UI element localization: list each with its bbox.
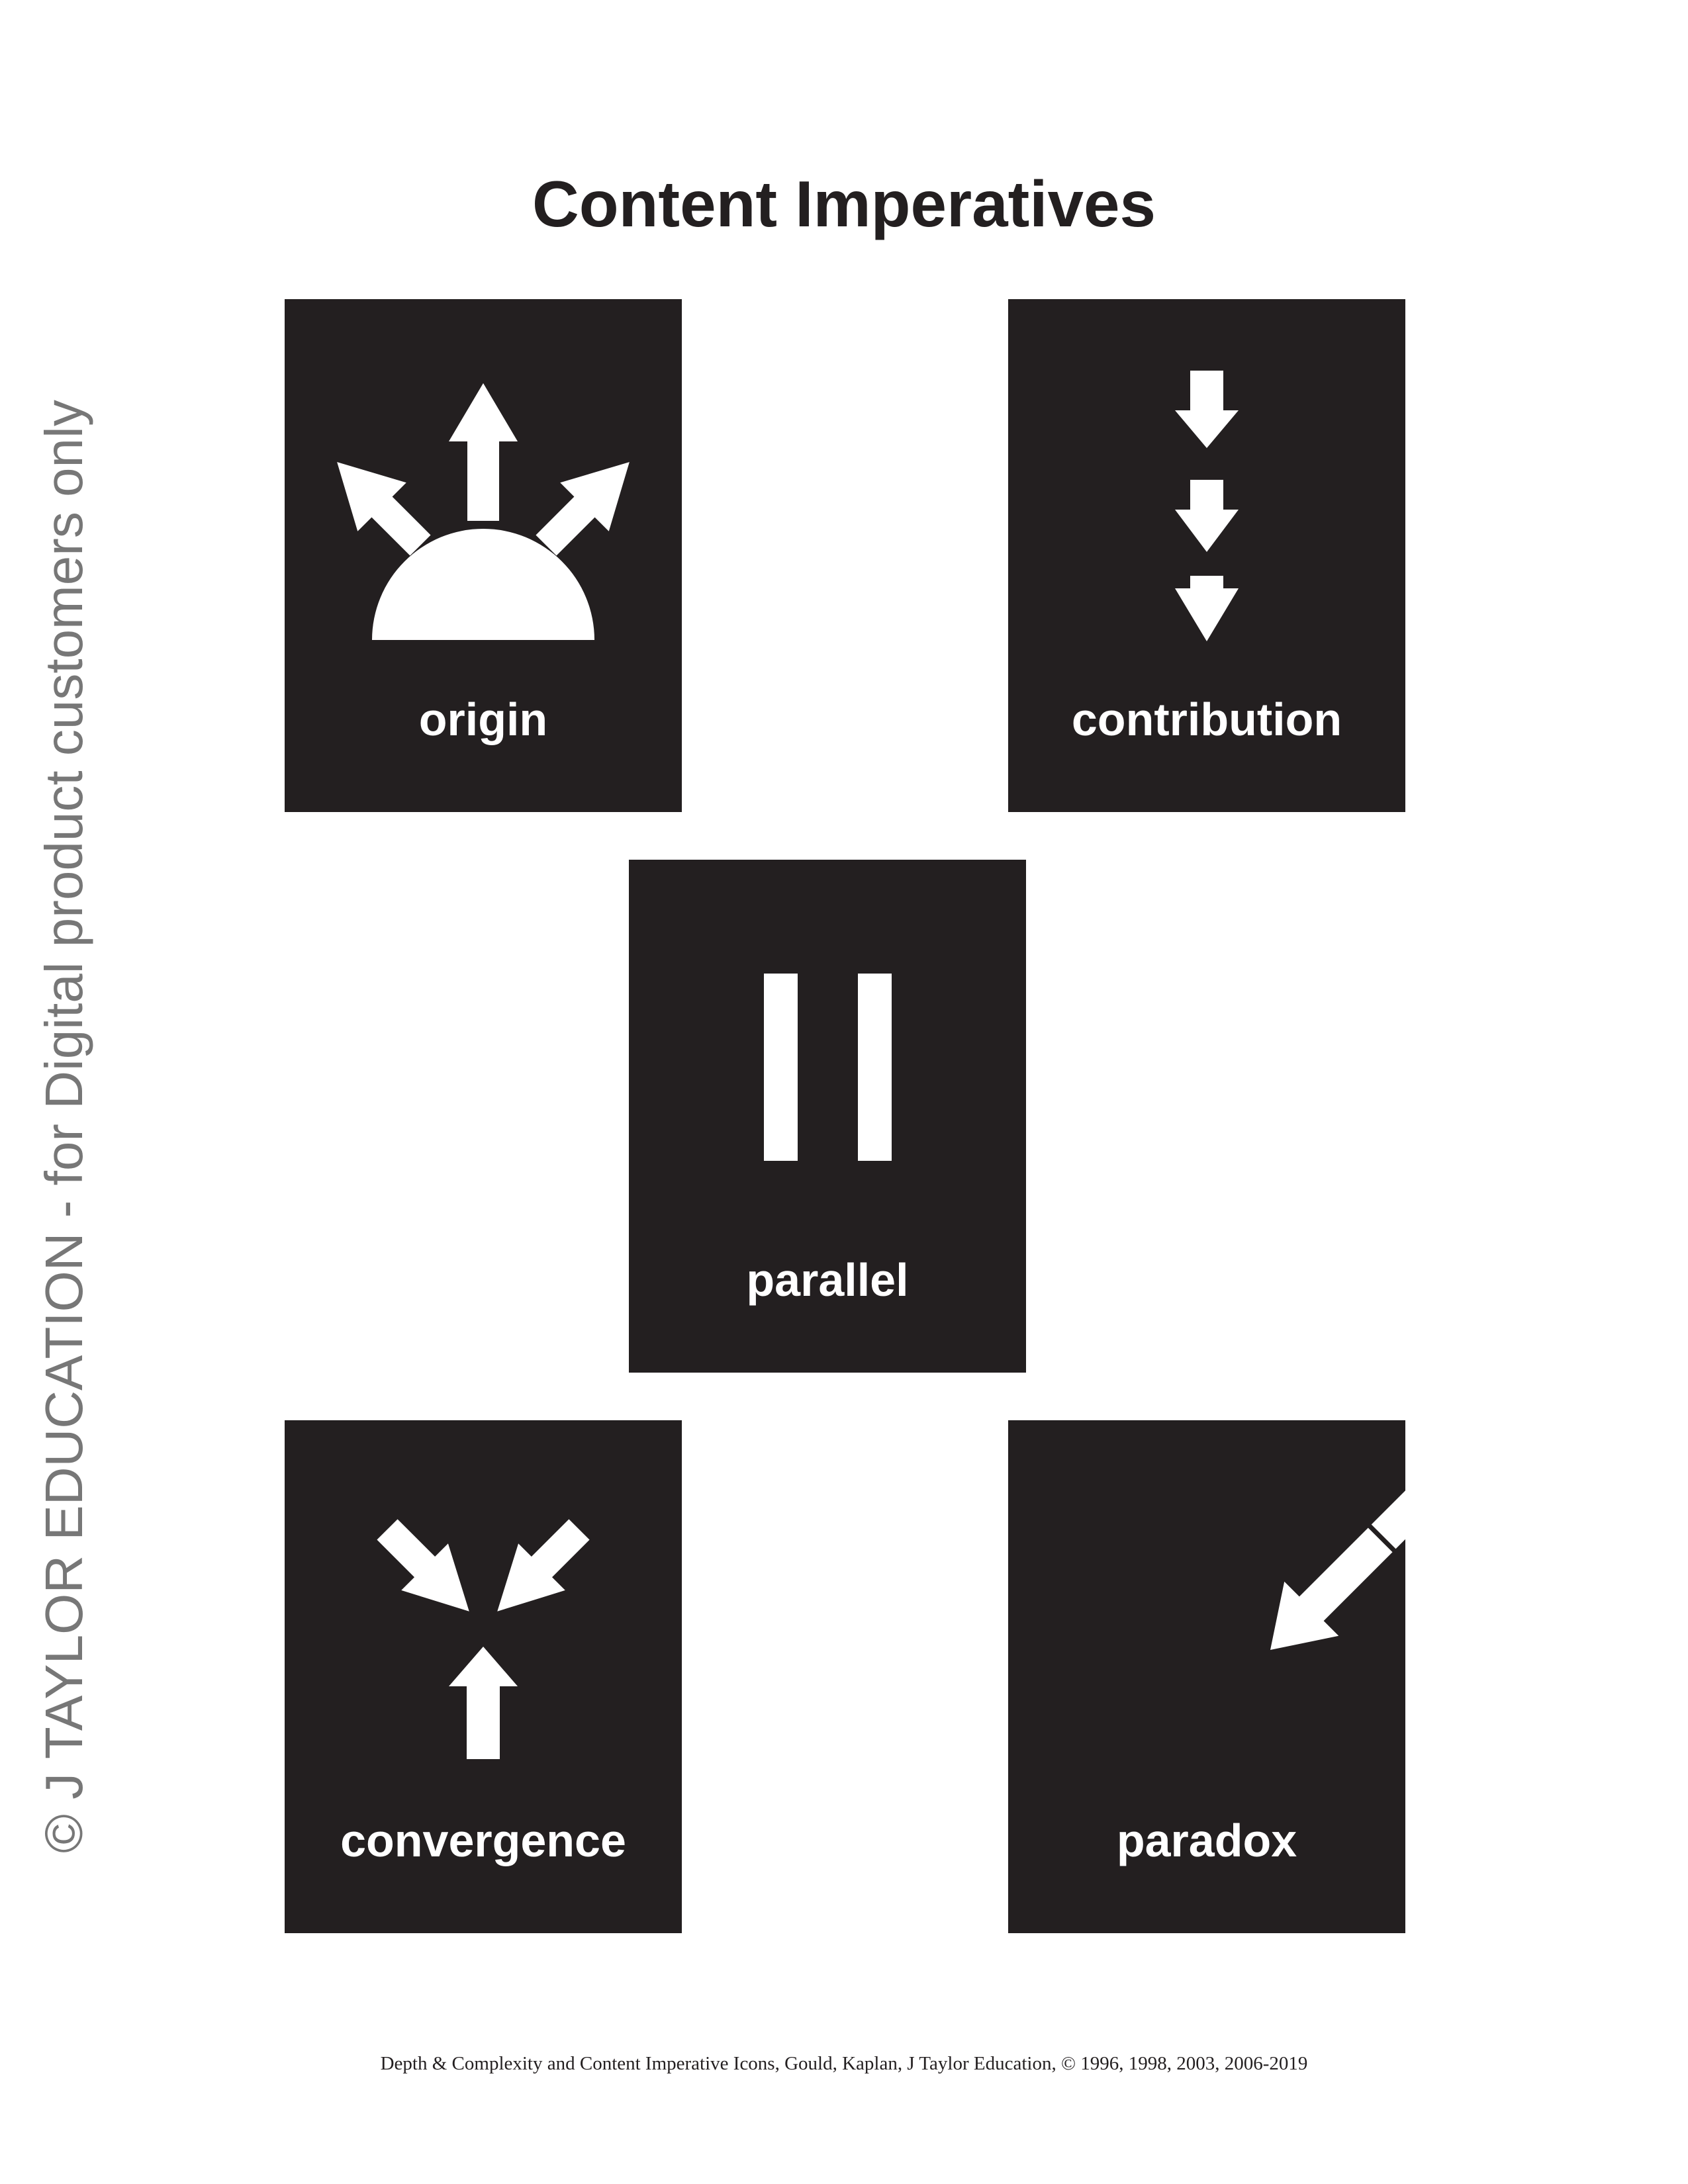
contribution-icon <box>1175 371 1239 641</box>
card-origin: origin <box>285 299 682 812</box>
card-label-origin: origin <box>418 694 548 745</box>
card-convergence: convergence <box>285 1420 682 1933</box>
card-label-parallel: parallel <box>746 1254 909 1306</box>
card-label-convergence: convergence <box>340 1815 626 1866</box>
footer-citation: Depth & Complexity and Content Imperativ… <box>380 2053 1308 2074</box>
convergence-icon <box>377 1519 590 1759</box>
copyright-watermark: © J TAYLOR EDUCATION - for Digital produ… <box>34 400 93 1853</box>
origin-icon <box>337 383 630 640</box>
card-paradox: paradox <box>1008 1420 1405 1933</box>
card-contribution: contribution <box>1008 299 1405 812</box>
page-title: Content Imperatives <box>532 167 1156 240</box>
paradox-icon <box>1270 1420 1405 1650</box>
card-parallel: parallel <box>629 860 1026 1373</box>
card-label-contribution: contribution <box>1071 694 1342 745</box>
card-label-paradox: paradox <box>1116 1815 1297 1866</box>
parallel-icon <box>764 974 892 1161</box>
